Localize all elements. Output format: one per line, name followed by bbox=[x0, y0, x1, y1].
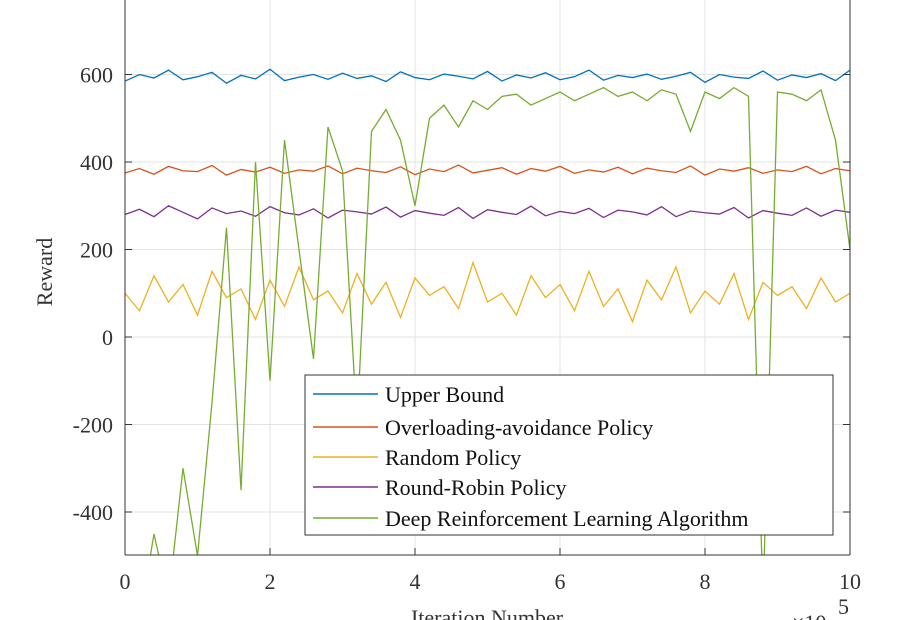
legend-label: Upper Bound bbox=[385, 382, 504, 407]
axes bbox=[124, 0, 851, 556]
series-line-4 bbox=[149, 86, 850, 555]
y-tick-label: 400 bbox=[80, 150, 113, 175]
x-tick-label: 6 bbox=[555, 569, 566, 594]
tick-labels: 0 2 4 6 8 10 600 400 200 0 -200 -400 bbox=[73, 63, 861, 595]
y-tick-label: 600 bbox=[80, 63, 113, 88]
series-line-3 bbox=[125, 204, 850, 220]
series-line-0 bbox=[125, 68, 850, 85]
legend-label: Overloading-avoidance Policy bbox=[385, 415, 653, 440]
series-line-1 bbox=[125, 164, 850, 176]
x-multiplier: ×10 bbox=[792, 610, 826, 620]
y-tick-label: -400 bbox=[73, 500, 113, 525]
legend: Upper Bound Overloading-avoidance Policy R… bbox=[304, 374, 834, 536]
series-line-2 bbox=[125, 260, 850, 324]
y-tick-label: 0 bbox=[102, 325, 113, 350]
x-tick-label: 8 bbox=[700, 569, 711, 594]
legend-label: Deep Reinforcement Learning Algorithm bbox=[385, 506, 749, 531]
series-lines bbox=[125, 68, 850, 555]
y-tick-label: 200 bbox=[80, 238, 113, 263]
x-tick-label: 4 bbox=[410, 569, 421, 594]
y-tick-label: -200 bbox=[73, 413, 113, 438]
legend-label: Round-Robin Policy bbox=[385, 475, 567, 500]
legend-label: Random Policy bbox=[385, 445, 521, 470]
x-tick-label: 2 bbox=[265, 569, 276, 594]
x-tick-label: 0 bbox=[120, 569, 131, 594]
x-multiplier-exponent: 5 bbox=[838, 594, 849, 619]
x-axis-label: Iteration Number bbox=[411, 605, 564, 620]
legend-box bbox=[304, 374, 834, 536]
x-tick-label: 10 bbox=[839, 569, 861, 594]
y-axis-label: Reward bbox=[32, 238, 57, 306]
